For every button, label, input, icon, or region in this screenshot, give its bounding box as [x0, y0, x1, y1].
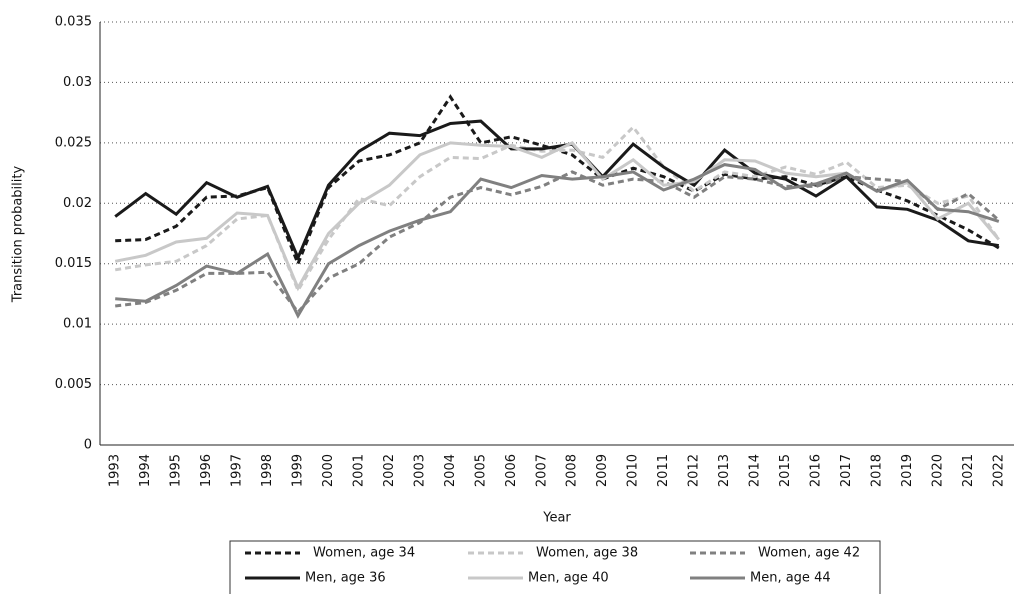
x-axis-title: Year	[542, 511, 571, 526]
x-tick-label: 2008	[565, 454, 580, 487]
y-axis-title: Transition probability	[11, 166, 26, 304]
line-series	[114, 119, 1000, 262]
legend-label: Women, age 38	[536, 546, 638, 561]
x-tick-label: 2017	[839, 454, 854, 487]
x-tick-label: 2003	[412, 454, 427, 487]
line-series	[115, 163, 1000, 319]
legend-label: Women, age 42	[758, 546, 860, 561]
y-tick-label: 0.025	[55, 135, 92, 150]
x-tick-label: 2021	[961, 454, 976, 487]
x-tick-label: 1994	[138, 454, 153, 487]
x-tick-label: 1993	[108, 454, 123, 487]
x-tick-label: 1995	[169, 454, 184, 487]
x-tick-label: 2009	[595, 454, 610, 487]
x-tick-label: 2001	[351, 454, 366, 487]
y-tick-label: 0.02	[63, 196, 92, 211]
x-tick-label: 2019	[900, 454, 915, 487]
x-tick-label: 2020	[930, 454, 945, 487]
legend-label: Men, age 44	[750, 571, 831, 586]
x-tick-label: 1997	[230, 454, 245, 487]
x-tick-label: 1998	[260, 454, 275, 487]
x-tick-label: 2015	[778, 454, 793, 487]
x-tick-label: 2006	[504, 454, 519, 487]
legend-label: Men, age 36	[305, 571, 386, 586]
x-tick-label: 1999	[291, 454, 306, 487]
y-tick-label: 0.03	[63, 75, 92, 90]
line-series	[115, 170, 1000, 315]
legend-label: Men, age 40	[528, 571, 609, 586]
x-tick-label: 2016	[808, 454, 823, 487]
y-tick-label: 0.035	[55, 15, 92, 30]
x-tick-label: 1996	[199, 454, 214, 487]
y-tick-label: 0.015	[55, 256, 92, 271]
x-tick-label: 2013	[717, 454, 732, 487]
x-tick-label: 2002	[382, 454, 397, 487]
x-tick-label: 2022	[991, 454, 1006, 487]
y-tick-label: 0.01	[63, 317, 92, 332]
x-tick-label: 2000	[321, 454, 336, 487]
x-tick-label: 2005	[473, 454, 488, 487]
x-tick-label: 2007	[534, 454, 549, 487]
x-tick-label: 2014	[748, 454, 763, 487]
y-tick-label: 0	[84, 438, 92, 453]
y-tick-label: 0.005	[55, 377, 92, 392]
legend-label: Women, age 34	[313, 546, 415, 561]
legend-box	[229, 540, 881, 594]
x-tick-label: 2004	[443, 454, 458, 487]
x-tick-label: 2018	[869, 454, 884, 487]
x-tick-label: 2011	[656, 454, 671, 487]
x-tick-label: 2012	[687, 454, 702, 487]
x-tick-label: 2010	[626, 454, 641, 487]
